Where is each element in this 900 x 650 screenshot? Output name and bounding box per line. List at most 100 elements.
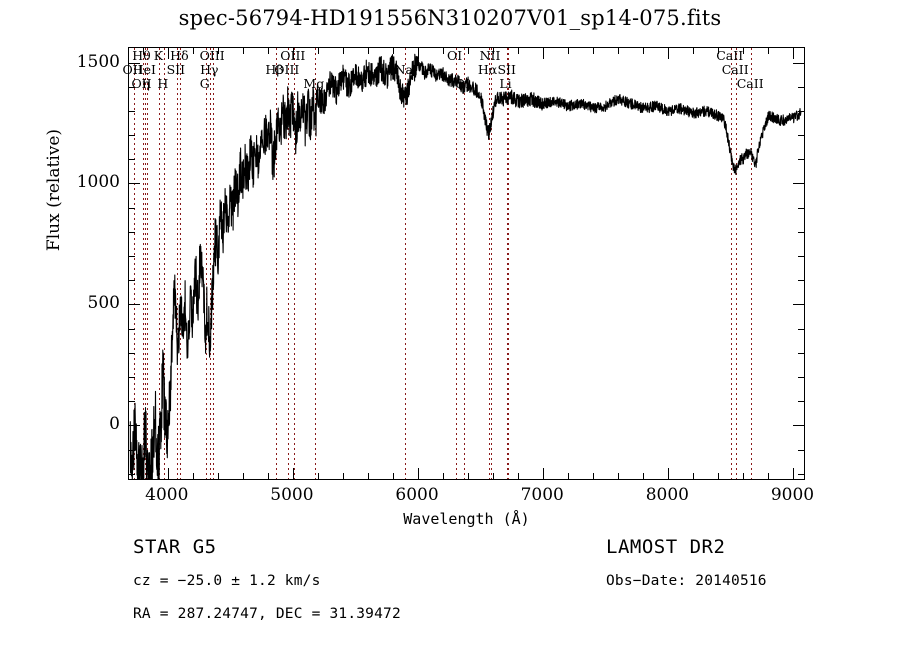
line-marker bbox=[133, 48, 135, 479]
line-marker bbox=[730, 48, 732, 479]
tick-mark bbox=[129, 425, 140, 427]
y-tick-label: 0 bbox=[109, 414, 120, 435]
tick-mark bbox=[798, 328, 804, 330]
tick-mark bbox=[129, 231, 135, 233]
tick-mark bbox=[468, 48, 470, 54]
tick-mark bbox=[618, 48, 620, 54]
tick-mark bbox=[798, 207, 804, 209]
line-marker bbox=[488, 48, 490, 479]
y-axis-title: Flux (relative) bbox=[44, 128, 64, 252]
tick-mark bbox=[798, 256, 804, 258]
tick-mark bbox=[643, 48, 645, 54]
tick-mark bbox=[129, 328, 135, 330]
line-marker bbox=[736, 48, 738, 479]
tick-mark bbox=[798, 376, 804, 378]
tick-mark bbox=[493, 473, 495, 479]
line-marker bbox=[180, 48, 182, 479]
line-marker bbox=[404, 48, 406, 479]
tick-mark bbox=[267, 473, 269, 479]
tick-mark bbox=[129, 280, 135, 282]
line-marker bbox=[163, 48, 165, 479]
tick-mark bbox=[129, 401, 135, 403]
tick-mark bbox=[317, 48, 319, 54]
metadata-footer: STAR G5 LAMOST DR2 cz = −25.0 ± 1.2 km/s… bbox=[0, 530, 900, 650]
tick-mark bbox=[793, 48, 795, 59]
tick-mark bbox=[443, 48, 445, 54]
tick-mark bbox=[317, 473, 319, 479]
y-tick-label: 500 bbox=[87, 293, 120, 314]
tick-mark bbox=[743, 473, 745, 479]
tick-mark bbox=[798, 135, 804, 137]
line-marker bbox=[463, 48, 465, 479]
tick-mark bbox=[743, 48, 745, 54]
tick-mark bbox=[643, 473, 645, 479]
tick-mark bbox=[129, 207, 135, 209]
tick-mark bbox=[693, 48, 695, 54]
tick-mark bbox=[568, 473, 570, 479]
tick-mark bbox=[217, 48, 219, 54]
tick-mark bbox=[798, 401, 804, 403]
observation-date: Obs−Date: 20140516 bbox=[606, 573, 767, 589]
tick-mark bbox=[129, 62, 140, 64]
tick-mark bbox=[618, 473, 620, 479]
line-marker bbox=[147, 48, 149, 479]
tick-mark bbox=[798, 110, 804, 112]
tick-mark bbox=[443, 473, 445, 479]
tick-mark bbox=[129, 304, 140, 306]
line-marker bbox=[142, 48, 144, 479]
tick-mark bbox=[518, 473, 520, 479]
tick-mark bbox=[693, 473, 695, 479]
line-marker bbox=[145, 48, 147, 479]
tick-mark bbox=[292, 48, 294, 59]
tick-mark bbox=[468, 473, 470, 479]
tick-mark bbox=[142, 473, 144, 479]
redshift-velocity: cz = −25.0 ± 1.2 km/s bbox=[133, 573, 321, 589]
tick-mark bbox=[793, 468, 795, 479]
tick-mark bbox=[793, 183, 804, 185]
tick-mark bbox=[142, 48, 144, 54]
tick-mark bbox=[593, 48, 595, 54]
tick-mark bbox=[267, 48, 269, 54]
tick-mark bbox=[543, 48, 545, 59]
line-marker bbox=[205, 48, 207, 479]
tick-mark bbox=[568, 48, 570, 54]
tick-mark bbox=[393, 473, 395, 479]
tick-mark bbox=[768, 48, 770, 54]
tick-mark bbox=[718, 473, 720, 479]
x-tick-label: 7000 bbox=[520, 485, 564, 505]
tick-mark bbox=[718, 48, 720, 54]
tick-mark bbox=[129, 256, 135, 258]
tick-mark bbox=[798, 159, 804, 161]
line-marker bbox=[314, 48, 316, 479]
tick-mark bbox=[129, 183, 140, 185]
tick-mark bbox=[518, 48, 520, 54]
tick-mark bbox=[129, 110, 135, 112]
tick-mark bbox=[129, 376, 135, 378]
tick-mark bbox=[793, 304, 804, 306]
tick-mark bbox=[242, 48, 244, 54]
tick-mark bbox=[167, 48, 169, 59]
sky-coordinates: RA = 287.24747, DEC = 31.39472 bbox=[133, 606, 401, 622]
tick-mark bbox=[342, 48, 344, 54]
survey-label: LAMOST DR2 bbox=[606, 536, 726, 558]
tick-mark bbox=[192, 48, 194, 54]
tick-mark bbox=[418, 468, 420, 479]
tick-mark bbox=[798, 231, 804, 233]
tick-mark bbox=[798, 352, 804, 354]
line-marker bbox=[491, 48, 492, 479]
x-axis-title: Wavelength (Å) bbox=[403, 510, 530, 528]
tick-mark bbox=[798, 449, 804, 451]
line-marker bbox=[751, 48, 753, 479]
tick-mark bbox=[217, 473, 219, 479]
tick-mark bbox=[129, 473, 135, 475]
line-marker bbox=[506, 48, 508, 479]
tick-mark bbox=[242, 473, 244, 479]
spectrum-curve bbox=[129, 53, 802, 479]
line-marker bbox=[287, 48, 289, 479]
tick-mark bbox=[393, 48, 395, 54]
plot-clip-area bbox=[129, 48, 804, 479]
tick-mark bbox=[192, 473, 194, 479]
tick-mark bbox=[798, 473, 804, 475]
y-axis-tick-labels: 0 500 1000 1500 bbox=[0, 0, 120, 650]
